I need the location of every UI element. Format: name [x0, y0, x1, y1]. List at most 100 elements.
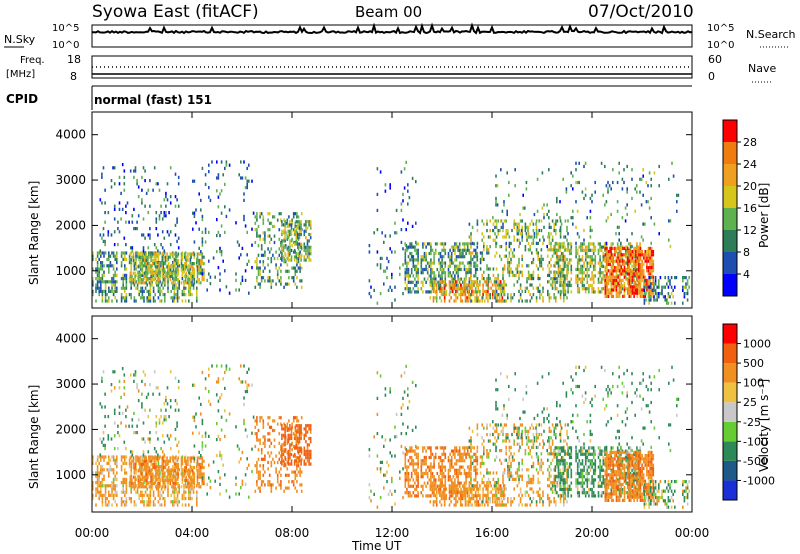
velocity-cell	[128, 424, 130, 428]
power-cell	[472, 280, 475, 284]
power-cell	[447, 271, 450, 275]
power-cell	[607, 216, 609, 220]
power-cell	[137, 252, 140, 256]
power-cell	[599, 255, 601, 259]
power-cell	[511, 296, 514, 300]
velocity-cell	[106, 461, 108, 465]
power-cell	[644, 294, 647, 298]
velocity-cell	[161, 421, 164, 425]
power-cell	[631, 275, 634, 279]
power-cell	[444, 264, 447, 268]
velocity-cell	[196, 475, 199, 479]
velocity-cell	[181, 493, 184, 497]
power-cell	[470, 299, 472, 303]
power-cell	[489, 293, 491, 297]
power-cell	[430, 267, 432, 272]
velocity-cell	[124, 458, 126, 462]
power-cell	[600, 271, 603, 275]
power-cell	[281, 258, 283, 262]
cpid-label: CPID	[6, 92, 38, 106]
velocity-cell	[172, 459, 175, 463]
velocity-cell	[190, 482, 192, 486]
power-cell	[166, 258, 168, 262]
power-cell	[538, 219, 540, 223]
power-cell	[434, 274, 437, 278]
velocity-cell	[149, 500, 152, 504]
power-cell	[240, 253, 242, 257]
power-cell	[268, 279, 271, 283]
velocity-cell	[300, 416, 303, 420]
power-cell	[495, 222, 498, 226]
velocity-cell	[132, 456, 135, 460]
power-cell	[474, 261, 477, 265]
power-cell	[555, 222, 557, 226]
power-cell	[122, 286, 124, 290]
power-cell	[540, 293, 543, 297]
power-cell	[631, 244, 633, 249]
power-cell	[553, 270, 555, 274]
power-cell	[565, 190, 568, 194]
power-cell	[431, 261, 434, 265]
power-cell	[463, 283, 465, 287]
power-cell	[198, 252, 200, 256]
velocity-cell	[156, 482, 159, 486]
velocity-cell	[139, 462, 141, 466]
velocity-cell	[196, 500, 198, 504]
power-cell	[131, 246, 134, 250]
power-cell	[425, 258, 427, 262]
power-cell	[102, 227, 105, 231]
power-cell	[254, 260, 257, 264]
power-cell	[476, 241, 479, 245]
velocity-cell	[201, 462, 204, 466]
velocity-cell	[272, 428, 274, 433]
power-cell	[570, 171, 572, 175]
power-cell	[516, 267, 519, 271]
power-cell	[559, 219, 562, 223]
velocity-cell	[141, 500, 144, 504]
velocity-cell	[198, 431, 200, 435]
power-cell	[473, 261, 475, 265]
power-cell	[417, 287, 419, 291]
velocity-cell	[254, 425, 257, 429]
power-cell	[495, 184, 497, 188]
power-cell	[567, 264, 569, 268]
power-cell	[623, 288, 626, 292]
power-cell	[300, 226, 302, 230]
power-cell	[417, 251, 419, 256]
power-cell	[628, 269, 631, 273]
power-cell	[188, 289, 190, 293]
power-cell	[620, 241, 622, 245]
power-cell	[196, 268, 199, 272]
power-cell	[203, 274, 205, 278]
velocity-cell	[122, 484, 124, 488]
power-cell	[428, 261, 431, 265]
power-cell	[288, 269, 290, 273]
power-cell	[172, 283, 174, 287]
power-cell	[114, 280, 116, 284]
power-cell	[300, 258, 302, 262]
velocity-cell	[292, 483, 295, 487]
power-cell	[158, 188, 161, 192]
power-cell	[474, 255, 477, 259]
power-cell	[471, 286, 473, 290]
power-cell	[688, 285, 690, 289]
power-cell	[460, 267, 463, 272]
power-cell	[111, 286, 113, 290]
power-cell	[556, 219, 559, 223]
power-cell	[584, 287, 587, 291]
power-cell	[170, 296, 172, 300]
velocity-cell	[139, 456, 141, 460]
velocity-cell	[174, 399, 177, 403]
power-cell	[200, 198, 202, 202]
power-cell	[219, 234, 221, 238]
power-cell	[181, 251, 184, 255]
power-cell	[434, 280, 436, 284]
power-cell	[604, 259, 607, 263]
power-cell	[476, 277, 479, 281]
power-cell	[641, 269, 643, 273]
colorbar-tick-label: 12	[743, 224, 757, 237]
velocity-cell	[167, 459, 170, 463]
power-cell	[376, 167, 379, 171]
power-cell	[649, 253, 651, 257]
power-cell	[494, 232, 496, 236]
